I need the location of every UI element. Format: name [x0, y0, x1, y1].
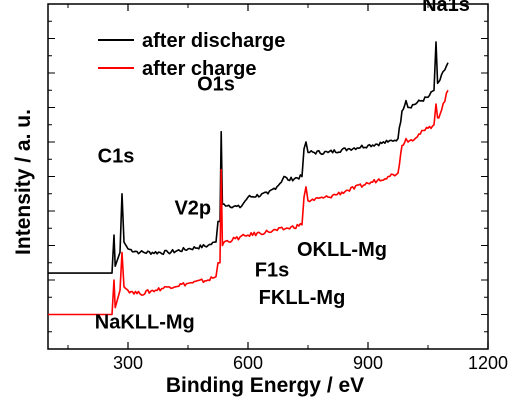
y-axis-title: Intensity / a. u.: [12, 109, 35, 255]
series-line-after-discharge: [48, 41, 449, 274]
x-tick-label: 1200: [468, 353, 508, 373]
series-lines: [48, 41, 449, 316]
peak-label: OKLL-Mg: [297, 239, 387, 261]
peak-label: Na1s: [422, 0, 470, 16]
series-line-after-charge: [48, 89, 449, 316]
x-tick-labels: 300 600 900 1200: [113, 353, 508, 373]
legend: after discharge after charge: [98, 30, 285, 80]
x-tick-label: 900: [353, 353, 383, 373]
peak-label: FKLL-Mg: [259, 287, 346, 309]
peak-annotations: C1s O1s V2p Na1s OKLL-Mg F1s FKLL-Mg NaKLL-Mg: [95, 0, 470, 333]
peak-label: F1s: [255, 260, 289, 282]
legend-label-after-charge: after charge: [142, 58, 257, 80]
peak-label: C1s: [98, 146, 135, 168]
x-axis-title: Binding Energy / eV: [166, 374, 364, 397]
legend-label-after-discharge: after discharge: [142, 30, 285, 52]
axis-ticks: [48, 3, 489, 350]
peak-label: V2p: [174, 197, 211, 219]
peak-label: NaKLL-Mg: [95, 311, 195, 333]
x-tick-label: 600: [233, 353, 263, 373]
peak-label: O1s: [197, 73, 235, 95]
x-tick-label: 300: [113, 353, 143, 373]
